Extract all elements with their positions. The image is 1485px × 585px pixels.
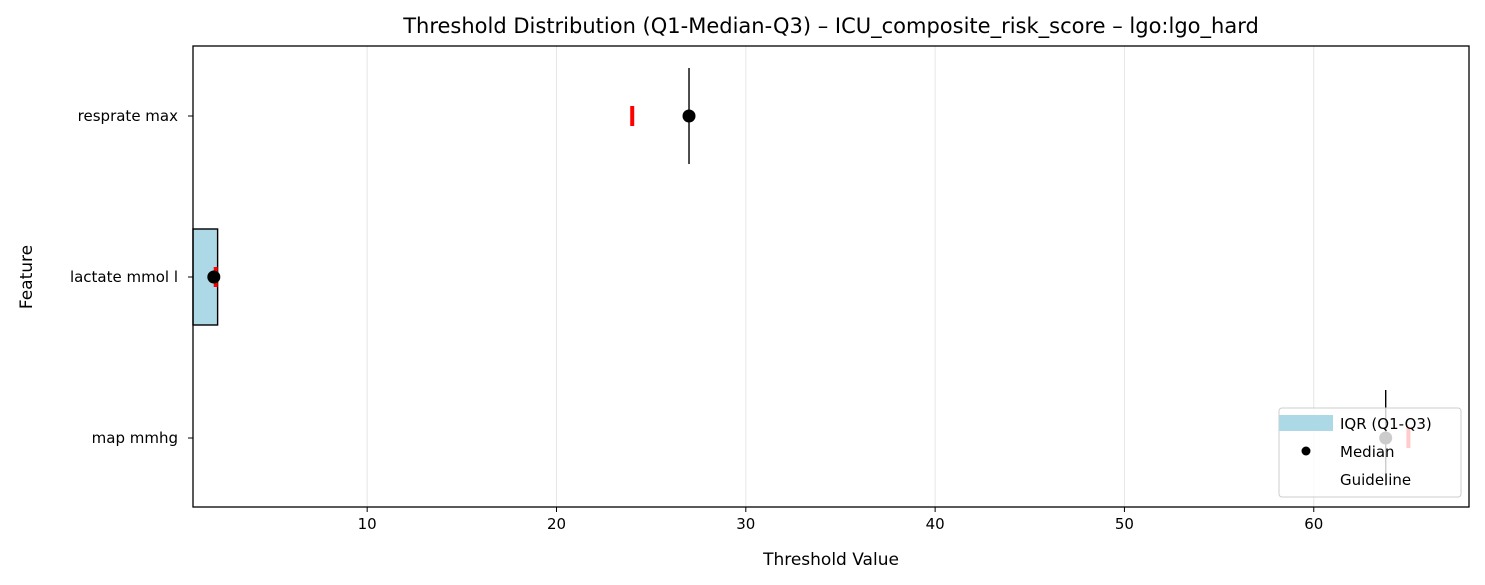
plot-marks (192, 68, 1411, 486)
x-tick-label: 50 (1115, 515, 1134, 533)
legend-median-label: Median (1340, 443, 1395, 461)
legend-iqr-label: IQR (Q1-Q3) (1340, 415, 1432, 433)
median-marker (682, 109, 696, 123)
legend-guideline-label: Guideline (1340, 471, 1411, 489)
legend-iqr-swatch (1279, 415, 1333, 431)
y-tick-label: lactate mmol l (70, 268, 178, 286)
median-marker (207, 270, 221, 284)
x-axis-label: Threshold Value (762, 550, 899, 570)
y-ticks: resprate max lactate mmol l map mmhg (70, 107, 193, 447)
x-tick-label: 30 (736, 515, 755, 533)
grid (366, 46, 1315, 507)
x-tick-label: 20 (547, 515, 566, 533)
legend-median-marker (1301, 446, 1311, 456)
plot-frame (192, 45, 1470, 508)
y-axis-label: Feature (17, 245, 37, 309)
legend: IQR (Q1-Q3) Median Guideline (1278, 407, 1462, 498)
x-tick-label: 60 (1304, 515, 1323, 533)
y-tick-label: map mmhg (92, 429, 178, 447)
x-tick-label: 40 (926, 515, 945, 533)
x-tick-label: 10 (358, 515, 377, 533)
y-tick-label: resprate max (78, 107, 178, 125)
chart-title: Threshold Distribution (Q1-Median-Q3) – … (402, 14, 1259, 39)
x-ticks: 10 20 30 40 50 60 (358, 507, 1323, 533)
